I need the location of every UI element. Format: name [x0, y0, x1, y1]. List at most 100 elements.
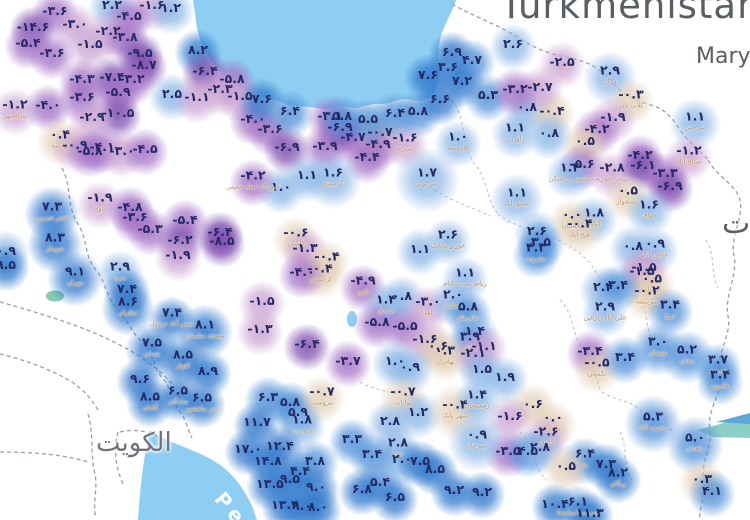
temp-marker[interactable]: -۳.۰ عقدا	[415, 295, 441, 317]
temp-marker[interactable]: ۳.۴	[362, 448, 383, 461]
temp-marker[interactable]: ۸.۹	[198, 365, 219, 378]
temp-marker[interactable]: -۵.۳	[137, 223, 163, 236]
temp-marker[interactable]: ۸.۰	[308, 501, 329, 514]
temp-marker[interactable]: -۴.۵	[116, 10, 142, 23]
temp-marker[interactable]: ۳.۳	[342, 433, 363, 446]
temp-marker[interactable]: -۴.۲	[627, 149, 653, 162]
temp-marker[interactable]: ۲.۸	[530, 441, 551, 454]
temp-marker[interactable]: -۸.۷	[131, 59, 157, 72]
temp-marker[interactable]: -۰.۴ اردستان	[307, 262, 333, 284]
temp-marker[interactable]: -۳.۷	[335, 355, 361, 368]
temp-marker[interactable]: -۰.۲ سربیشه	[634, 284, 660, 306]
temp-marker[interactable]: ۷.۴ صفی آباد دزفول	[150, 306, 194, 328]
temp-marker[interactable]: -۶.۴	[294, 338, 320, 351]
temp-marker[interactable]: ۵.۰ زاهدان	[685, 431, 706, 453]
temp-marker[interactable]: ۲.۶ خور و بیابانک	[431, 228, 466, 250]
temp-marker[interactable]: ۵.۵	[358, 113, 379, 126]
temp-marker[interactable]: -۰.۹	[62, 139, 88, 152]
temp-marker[interactable]: ۶.۱ جیرفت (میانده)	[557, 495, 599, 517]
temp-marker[interactable]: -۰.۶ کاشان	[283, 226, 309, 248]
temp-marker[interactable]: -۷.۴	[99, 71, 125, 84]
temp-marker[interactable]: ۶.۳	[258, 391, 279, 404]
temp-marker[interactable]: ۷.۵	[410, 455, 431, 468]
temp-marker[interactable]: ۲.۲	[102, 0, 123, 12]
temp-marker[interactable]: ۰.۹	[0, 245, 17, 258]
temp-marker[interactable]: ۵.۸	[408, 105, 429, 118]
temp-marker[interactable]: -۱.۳	[247, 323, 273, 336]
temp-marker[interactable]: -۴.۸	[117, 201, 143, 214]
temp-marker[interactable]: -۳.۶	[122, 211, 148, 224]
temp-marker[interactable]: ۲.۵	[162, 88, 183, 101]
temp-marker[interactable]: -۴.۳	[69, 73, 95, 86]
temp-marker[interactable]: ۸.۲ ریگان	[608, 466, 629, 488]
temp-marker[interactable]: ۲.۴	[593, 281, 614, 294]
temp-marker[interactable]: ۹.۲	[444, 484, 465, 497]
temp-marker[interactable]: -۲.۵	[549, 56, 575, 69]
temp-marker[interactable]: ۰.۸	[623, 240, 644, 253]
temp-marker[interactable]: ۱.۰ بیارجمند	[447, 130, 469, 152]
temp-marker[interactable]: -۱۰.۵	[102, 107, 135, 120]
temp-marker[interactable]: -۳.۴	[577, 345, 603, 358]
temp-marker[interactable]: -۳.۲	[502, 83, 528, 96]
temp-marker[interactable]: ۹.۰	[306, 481, 327, 494]
temp-marker[interactable]: -۰.۷ بوانات	[390, 385, 416, 407]
temp-marker[interactable]: ۱۰.۴	[541, 498, 569, 511]
temp-marker[interactable]: -۳.۹	[312, 140, 338, 153]
temp-marker[interactable]: ۷.۳ قصر شیرین	[36, 200, 68, 222]
temp-marker[interactable]: ۱.۱	[297, 169, 318, 182]
temp-marker[interactable]: ۲.۶	[503, 38, 524, 51]
temp-marker[interactable]: -۶.۲	[167, 234, 193, 247]
temp-marker[interactable]: ۲.۹ درگز	[600, 64, 621, 86]
temp-marker[interactable]: ۱.۲	[408, 406, 429, 419]
temp-marker[interactable]: -۴.۰	[35, 99, 61, 112]
temp-marker[interactable]: ۸.۱ مسجد سلیمان	[185, 318, 224, 340]
temp-marker[interactable]: -۱.۱	[471, 340, 497, 353]
temp-marker[interactable]: -۳.۶	[69, 91, 95, 104]
temp-marker[interactable]: -۰.۴ فتح آباد	[567, 217, 593, 239]
temp-marker[interactable]: -۶.۱	[630, 159, 656, 172]
temp-marker[interactable]: -۸.۵	[209, 235, 235, 248]
temp-marker[interactable]: ۲.۸ سده	[388, 436, 409, 458]
temp-marker[interactable]: -۱.۵	[227, 90, 253, 103]
temp-marker[interactable]: ۵.۸	[280, 396, 301, 409]
temp-marker[interactable]: ۸.۵	[425, 463, 446, 476]
temp-marker[interactable]: ۸.۲	[188, 44, 209, 57]
temp-marker[interactable]: ۱.۶ خواف	[639, 198, 660, 220]
temp-marker[interactable]: ۰.۵	[575, 135, 596, 148]
temp-marker[interactable]: ۳.۴ درح	[660, 298, 681, 320]
temp-marker[interactable]: -۰.۴ شهر بابک	[442, 398, 468, 420]
temp-marker[interactable]: ۰.۸	[539, 127, 560, 140]
temp-marker[interactable]: ۱۱.۳	[576, 507, 604, 520]
temp-marker[interactable]: -۴.۹	[365, 138, 391, 151]
temp-marker[interactable]: -۶.۹	[657, 180, 683, 193]
temp-marker[interactable]: ۲.۹ بدره	[110, 260, 131, 282]
temp-marker[interactable]: ۱.۰	[271, 181, 292, 194]
temp-marker[interactable]: ۰.۸	[392, 290, 413, 303]
temp-marker[interactable]: ۵.۲ بندان	[677, 343, 698, 365]
temp-marker[interactable]: -۰.۴ نطنز	[314, 250, 340, 272]
temp-marker[interactable]: -۱.۳	[292, 242, 318, 255]
temp-marker[interactable]: -۱.۵	[631, 261, 657, 274]
temp-marker[interactable]: ۰.۵ درمیان	[642, 272, 663, 294]
temp-marker[interactable]: ۲.۸	[380, 415, 401, 428]
temp-marker[interactable]: ۹.۵	[280, 473, 301, 486]
temp-marker[interactable]: ۹.۵	[0, 259, 17, 272]
temp-marker[interactable]: ۱.۸ گناباد	[584, 206, 605, 228]
temp-marker[interactable]: -۰.۷ مروست	[309, 385, 335, 407]
temp-marker[interactable]: ۴.۳ بشرویه	[526, 241, 547, 263]
temp-marker[interactable]: ۱۳.۵	[256, 478, 284, 491]
temp-marker[interactable]: -۴.۰	[240, 113, 266, 126]
temp-marker[interactable]: ۱.۴ کاشمر بردسکن	[549, 161, 591, 183]
temp-marker[interactable]: ۶.۴	[385, 107, 406, 120]
temp-marker[interactable]: -۳.۵	[495, 445, 521, 458]
temp-marker[interactable]: -۳.۰	[62, 18, 88, 31]
temp-marker[interactable]: -۰.۵ تکمیلی	[584, 356, 610, 378]
temp-marker[interactable]: ۱.۵	[472, 363, 493, 376]
temp-marker[interactable]: ۰.۰ ماهان	[543, 411, 564, 433]
temp-marker[interactable]: ۷.۴	[117, 283, 138, 296]
temp-marker[interactable]: -۵.۴	[172, 214, 198, 227]
temp-marker[interactable]: -۶.۴	[192, 65, 218, 78]
temp-marker[interactable]: ۱.۸ درودزن	[292, 413, 313, 435]
temp-marker[interactable]: ۵.۸	[332, 110, 353, 123]
temp-marker[interactable]: -۵.۶	[569, 158, 595, 171]
